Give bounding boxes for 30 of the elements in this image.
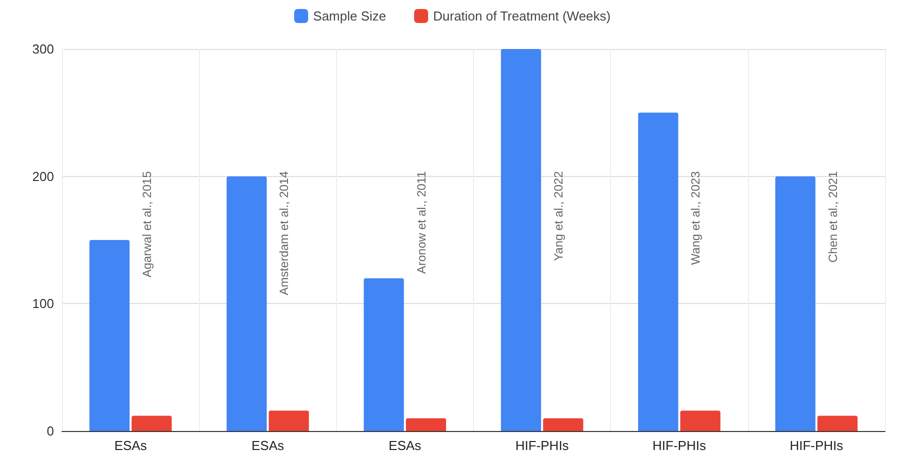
bar bbox=[89, 240, 130, 431]
annotation: Yang et al., 2022 bbox=[552, 170, 566, 262]
bar bbox=[132, 416, 172, 431]
x-tick-label: ESAs bbox=[388, 438, 422, 453]
legend-label: Duration of Treatment (Weeks) bbox=[433, 8, 611, 24]
bar bbox=[268, 410, 309, 431]
bar bbox=[817, 416, 858, 431]
y-tick-label: 100 bbox=[32, 296, 54, 312]
bar bbox=[226, 176, 267, 431]
x-tick-label: HIF-PHIs bbox=[652, 438, 706, 453]
bar bbox=[638, 112, 678, 431]
y-tick-label: 0 bbox=[46, 424, 54, 438]
x-tick-label: HIF-PHIs bbox=[515, 438, 570, 453]
annotation: Wang et al., 2023 bbox=[688, 170, 703, 265]
y-tick-label: 200 bbox=[32, 168, 54, 184]
y-tick-label: 300 bbox=[32, 42, 54, 56]
annotation: Aronow et al., 2011 bbox=[414, 170, 428, 274]
annotation: Chen et al., 2021 bbox=[826, 170, 840, 263]
bar bbox=[680, 410, 720, 431]
annotation: Amsterdam et al., 2014 bbox=[277, 170, 292, 296]
x-tick-label: ESAs bbox=[114, 438, 148, 453]
bar bbox=[364, 278, 404, 431]
x-tick-label: HIF-PHIs bbox=[790, 438, 844, 453]
annotation: Agarwal et al., 2015 bbox=[140, 170, 154, 278]
bar bbox=[543, 418, 584, 431]
x-tick-label: ESAs bbox=[251, 438, 285, 453]
bar bbox=[500, 49, 542, 431]
legend-label: Sample Size bbox=[313, 8, 386, 24]
bar bbox=[406, 418, 446, 431]
bar bbox=[775, 176, 816, 431]
